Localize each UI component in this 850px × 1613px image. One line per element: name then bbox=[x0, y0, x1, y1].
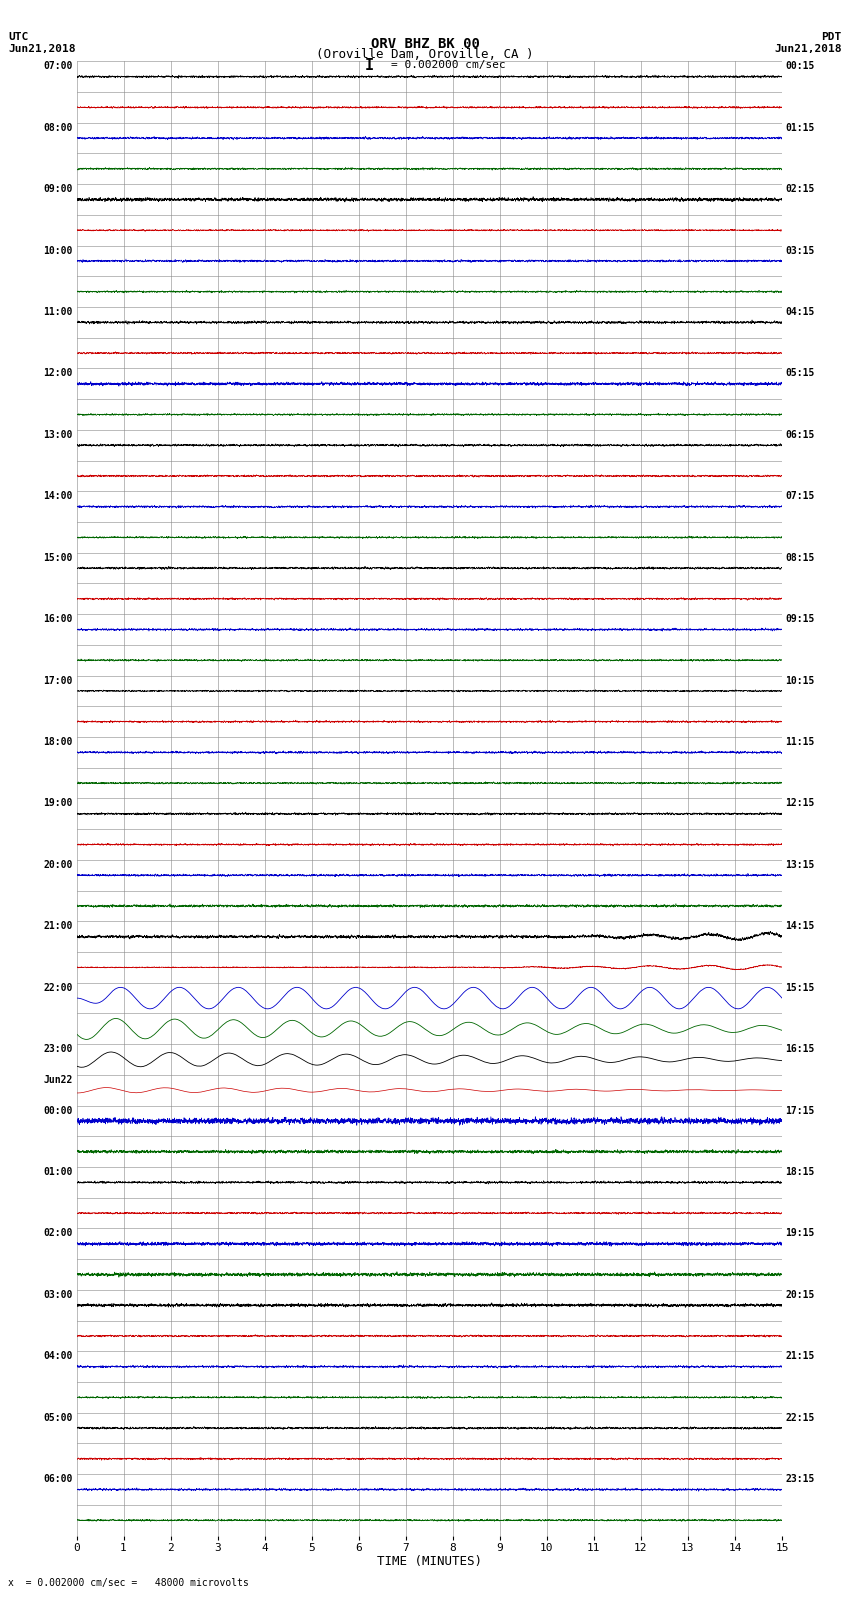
Text: 01:15: 01:15 bbox=[785, 123, 815, 132]
Text: 20:15: 20:15 bbox=[785, 1290, 815, 1300]
Text: 14:15: 14:15 bbox=[785, 921, 815, 931]
Text: 17:15: 17:15 bbox=[785, 1105, 815, 1116]
Text: x  = 0.002000 cm/sec =   48000 microvolts: x = 0.002000 cm/sec = 48000 microvolts bbox=[8, 1578, 249, 1587]
Text: 00:00: 00:00 bbox=[43, 1105, 73, 1116]
Text: = 0.002000 cm/sec: = 0.002000 cm/sec bbox=[391, 60, 506, 69]
Text: 16:15: 16:15 bbox=[785, 1044, 815, 1055]
Text: 23:15: 23:15 bbox=[785, 1474, 815, 1484]
Text: 04:15: 04:15 bbox=[785, 306, 815, 318]
Text: Jun21,2018: Jun21,2018 bbox=[8, 44, 76, 53]
Text: 15:15: 15:15 bbox=[785, 982, 815, 992]
Text: 15:00: 15:00 bbox=[43, 553, 73, 563]
Text: 09:00: 09:00 bbox=[43, 184, 73, 194]
Text: 08:15: 08:15 bbox=[785, 553, 815, 563]
Text: UTC: UTC bbox=[8, 32, 29, 42]
Text: 07:15: 07:15 bbox=[785, 492, 815, 502]
Text: 12:15: 12:15 bbox=[785, 798, 815, 808]
Text: 08:00: 08:00 bbox=[43, 123, 73, 132]
Text: 21:15: 21:15 bbox=[785, 1352, 815, 1361]
Text: Jun22: Jun22 bbox=[43, 1074, 73, 1086]
Text: ORV BHZ BK 00: ORV BHZ BK 00 bbox=[371, 37, 479, 52]
Text: 10:15: 10:15 bbox=[785, 676, 815, 686]
Text: 09:15: 09:15 bbox=[785, 615, 815, 624]
Text: 17:00: 17:00 bbox=[43, 676, 73, 686]
Text: 04:00: 04:00 bbox=[43, 1352, 73, 1361]
Text: 22:00: 22:00 bbox=[43, 982, 73, 992]
Text: 13:15: 13:15 bbox=[785, 860, 815, 869]
Text: 10:00: 10:00 bbox=[43, 245, 73, 255]
Text: 12:00: 12:00 bbox=[43, 368, 73, 379]
Text: 23:00: 23:00 bbox=[43, 1044, 73, 1055]
Text: 03:00: 03:00 bbox=[43, 1290, 73, 1300]
Text: 13:00: 13:00 bbox=[43, 431, 73, 440]
Text: I: I bbox=[366, 58, 374, 73]
Text: 18:15: 18:15 bbox=[785, 1168, 815, 1177]
Text: 01:00: 01:00 bbox=[43, 1168, 73, 1177]
Text: 00:15: 00:15 bbox=[785, 61, 815, 71]
Text: 02:15: 02:15 bbox=[785, 184, 815, 194]
Text: 02:00: 02:00 bbox=[43, 1229, 73, 1239]
Text: 06:15: 06:15 bbox=[785, 431, 815, 440]
Text: Jun21,2018: Jun21,2018 bbox=[774, 44, 842, 53]
Text: 20:00: 20:00 bbox=[43, 860, 73, 869]
X-axis label: TIME (MINUTES): TIME (MINUTES) bbox=[377, 1555, 482, 1568]
Text: 05:15: 05:15 bbox=[785, 368, 815, 379]
Text: 22:15: 22:15 bbox=[785, 1413, 815, 1423]
Text: 03:15: 03:15 bbox=[785, 245, 815, 255]
Text: 16:00: 16:00 bbox=[43, 615, 73, 624]
Text: 14:00: 14:00 bbox=[43, 492, 73, 502]
Text: 11:00: 11:00 bbox=[43, 306, 73, 318]
Text: 19:00: 19:00 bbox=[43, 798, 73, 808]
Text: 21:00: 21:00 bbox=[43, 921, 73, 931]
Text: 05:00: 05:00 bbox=[43, 1413, 73, 1423]
Text: 07:00: 07:00 bbox=[43, 61, 73, 71]
Text: 18:00: 18:00 bbox=[43, 737, 73, 747]
Text: 06:00: 06:00 bbox=[43, 1474, 73, 1484]
Text: (Oroville Dam, Oroville, CA ): (Oroville Dam, Oroville, CA ) bbox=[316, 48, 534, 61]
Text: 19:15: 19:15 bbox=[785, 1229, 815, 1239]
Text: 11:15: 11:15 bbox=[785, 737, 815, 747]
Text: PDT: PDT bbox=[821, 32, 842, 42]
